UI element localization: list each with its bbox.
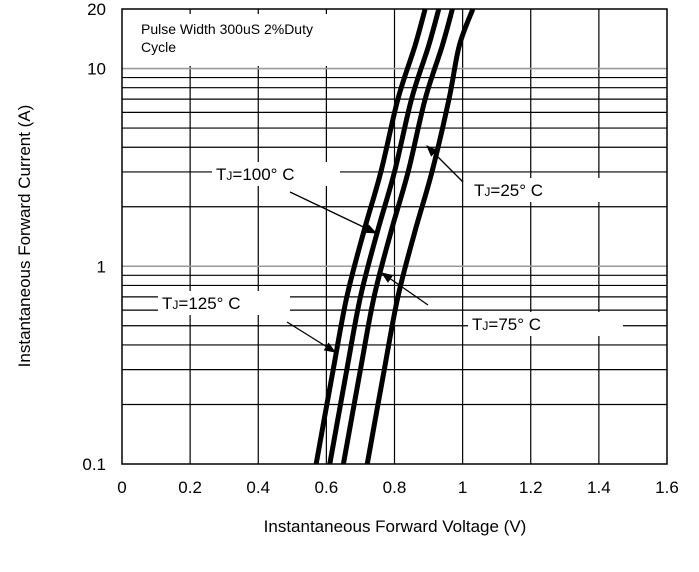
label-backgrounds: [158, 162, 625, 336]
y-axis-title: Instantaneous Forward Current (A): [15, 105, 34, 368]
x-tick-label: 0.6: [315, 478, 339, 497]
curve-label-background: [158, 291, 290, 315]
x-tick-label: 0.2: [178, 478, 202, 497]
label-tj-25: TJ=25° C: [474, 181, 543, 200]
series-curve: [313, 8, 428, 465]
y-tick-labels: 0.1 1 10 20: [82, 0, 106, 474]
curves: [313, 8, 476, 465]
series-curve: [340, 8, 455, 465]
curve-label-background: [468, 312, 623, 336]
annotation-line-2: Cycle: [141, 39, 176, 55]
y-tick-label: 0.1: [82, 455, 106, 474]
annotation-arrows: [286, 145, 464, 353]
series-curve: [364, 8, 476, 465]
grid-lines: [122, 9, 667, 464]
x-tick-label: 0: [117, 478, 126, 497]
annotation-arrow: [381, 272, 429, 306]
x-tick-label: 1.6: [655, 478, 679, 497]
plot-frame: [121, 8, 668, 465]
y-tick-label: 20: [87, 0, 106, 19]
x-tick-label: 0.8: [383, 478, 407, 497]
curve-label-background: [470, 178, 625, 202]
annotation-arrow: [426, 145, 464, 183]
label-tj-75: TJ=75° C: [472, 315, 541, 334]
annotation-arrow: [289, 191, 378, 234]
y-tick-label: 1: [97, 257, 106, 276]
label-tj-125: TJ=125° C: [162, 294, 240, 313]
annotation-line-1: Pulse Width 300uS 2%Duty: [141, 21, 313, 37]
y-tick-label: 10: [87, 60, 106, 79]
label-tj-100: TJ=100° C: [216, 165, 294, 184]
x-tick-labels: 0 0.2 0.4 0.6 0.8 1 1.2 1.4 1.6: [117, 478, 679, 497]
x-axis-title: Instantaneous Forward Voltage (V): [264, 517, 527, 536]
annotation-arrow: [286, 321, 336, 353]
annotation-box: [136, 14, 391, 66]
x-tick-label: 1.4: [587, 478, 611, 497]
curve-label-background: [212, 162, 340, 186]
x-tick-label: 1: [458, 478, 467, 497]
x-tick-label: 1.2: [519, 478, 543, 497]
x-tick-label: 0.4: [246, 478, 270, 497]
series-curve: [327, 8, 442, 465]
